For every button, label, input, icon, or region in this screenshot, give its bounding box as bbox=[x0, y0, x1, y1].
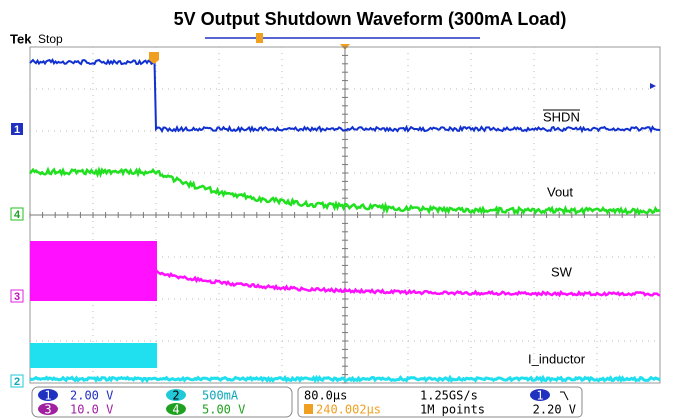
ch-num: 1 bbox=[44, 389, 51, 403]
title: 5V Output Shutdown Waveform (300mA Load) bbox=[174, 9, 567, 29]
trace-label: SHDN bbox=[543, 109, 580, 124]
readout: 1 2.00 V 3 10.0 V 2 500mA 4 5.00 V 80.0µ… bbox=[32, 387, 582, 417]
ch-marker-label: 4 bbox=[14, 209, 21, 221]
trace-label: SW bbox=[551, 264, 573, 279]
waveform bbox=[30, 378, 660, 381]
ch-scale: 5.00 V bbox=[202, 403, 245, 417]
trigger-level: 2.20 V bbox=[533, 403, 576, 417]
record-length: 1M points bbox=[420, 403, 485, 417]
trigger-icon bbox=[304, 404, 313, 414]
trigger-channel: 1 bbox=[536, 389, 543, 403]
ch-num: 3 bbox=[44, 403, 51, 417]
ch-scale: 500mA bbox=[202, 389, 239, 403]
waveform-band bbox=[30, 343, 157, 368]
trace-label: Vout bbox=[547, 184, 573, 199]
ch-scale: 10.0 V bbox=[70, 403, 113, 417]
brand: Tek bbox=[10, 31, 32, 46]
sample-rate: 1.25GS/s bbox=[420, 389, 478, 403]
ch-marker-label: 3 bbox=[14, 291, 20, 303]
ch-marker-label: 1 bbox=[14, 124, 20, 136]
trace-label: I_inductor bbox=[528, 351, 586, 366]
ch-num: 4 bbox=[172, 403, 179, 417]
ch-scale: 2.00 V bbox=[70, 389, 113, 403]
trigger-level-marker bbox=[650, 83, 656, 89]
timebase: 80.0µs bbox=[304, 389, 347, 403]
ch-num: 2 bbox=[172, 389, 179, 403]
scope-screenshot: 5V Output Shutdown Waveform (300mA Load)… bbox=[0, 0, 676, 419]
channel-markers: 1 4 3 2 bbox=[11, 123, 23, 388]
ch-marker-label: 2 bbox=[14, 376, 20, 388]
graticule bbox=[30, 47, 660, 383]
record-marker bbox=[256, 33, 263, 43]
trigger-position: 240.002µs bbox=[316, 403, 381, 417]
status: Stop bbox=[38, 32, 63, 46]
